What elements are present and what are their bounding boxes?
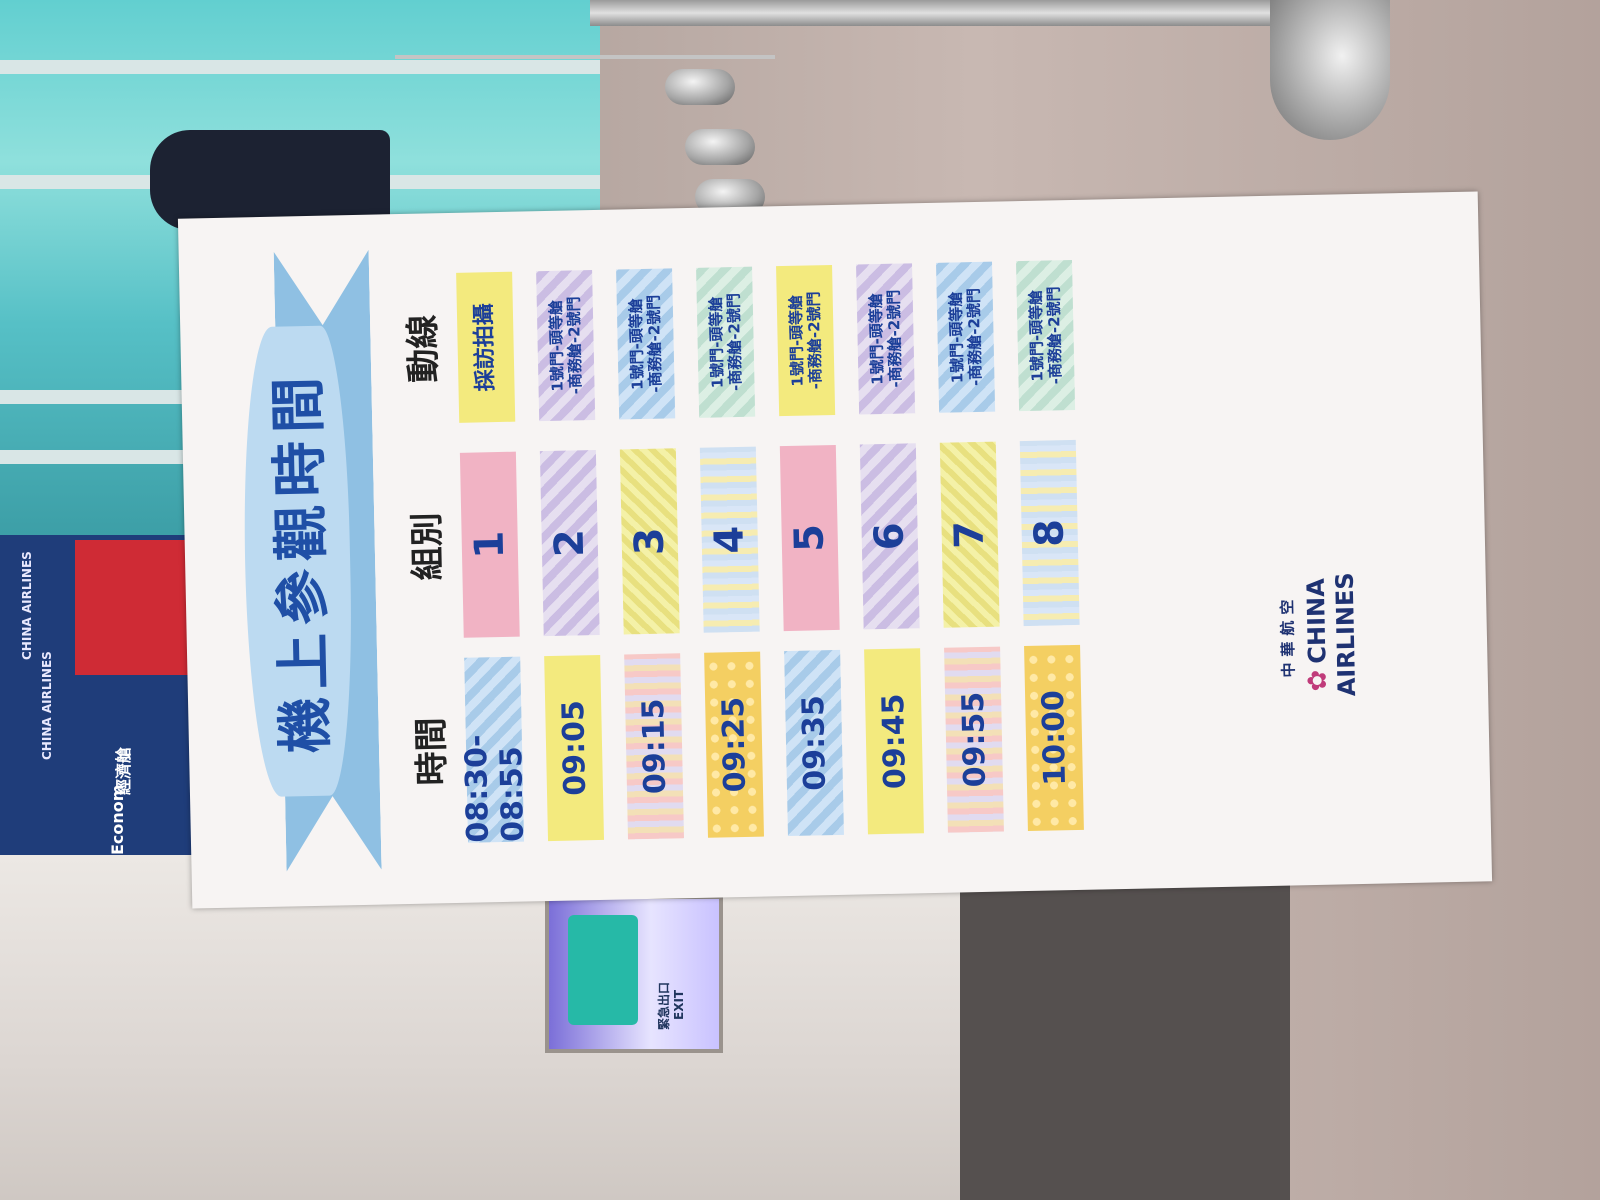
table-row: 10:00 8 1號門-頭等艙 -商務艙-2號門 [1003, 200, 1097, 892]
route-line-2: -商務艙-2號門 [1044, 286, 1065, 385]
route-line-1: 1號門-頭等艙 [626, 298, 647, 391]
banner-red-panel [75, 540, 195, 675]
header-group: 組別 [407, 512, 449, 581]
route-line-1: 1號門-頭等艙 [546, 299, 567, 392]
time-cell: 09:15 [624, 653, 685, 840]
route-line-2: -商務艙-2號門 [644, 294, 665, 393]
route-line-2: -商務艙-2號門 [884, 289, 905, 388]
route-cell: 1號門-頭等艙 -商務艙-2號門 [936, 261, 996, 413]
china-airlines-logo: 中華航空 ✿CHINA AIRLINES [1275, 524, 1363, 746]
time-cell: 10:00 [1024, 644, 1084, 832]
queue-pole [590, 0, 1290, 26]
route-line-1: 採訪拍攝 [471, 303, 499, 392]
route-cell: 1號門-頭等艙 -商務艙-2號門 [536, 270, 596, 422]
route-line-2: -商務艙-2號門 [804, 291, 825, 390]
route-line-2: -商務艙-2號門 [564, 296, 585, 395]
banner-brand: CHINA AIRLINES [20, 551, 34, 660]
schedule-board: 機上參觀時間 時間 組別 動線 08:30-08:55 1 採訪拍攝 09:05… [177, 191, 1493, 909]
group-cell: 7 [939, 441, 1000, 628]
exit-sign-cn: 緊急出口 [657, 981, 671, 1030]
time-cell: 09:55 [944, 646, 1004, 833]
route-cell: 1號門-頭等艙 -商務艙-2號門 [776, 264, 836, 417]
group-cell: 1 [459, 451, 520, 638]
glass-frame-bar [0, 60, 600, 74]
time-cell: 09:45 [864, 648, 924, 835]
group-cell: 5 [779, 444, 840, 632]
banner-en: Econom [108, 784, 127, 855]
route-cell: 1號門-頭等艙 -商務艙-2號門 [1015, 259, 1076, 412]
route-line-1: 1號門-頭等艙 [946, 291, 967, 384]
group-cell: 2 [539, 449, 600, 637]
plum-blossom-icon: ✿ [1302, 669, 1334, 692]
time-cell: 09:05 [544, 654, 605, 842]
group-cell: 4 [699, 446, 760, 633]
queue-pole-base [1270, 0, 1390, 140]
group-cell: 6 [859, 443, 920, 630]
group-cell: 8 [1019, 439, 1080, 627]
wall [0, 855, 1000, 1200]
logo-cn-text: 中華航空 [1278, 593, 1298, 678]
route-cell: 1號門-頭等艙 -商務艙-2號門 [696, 266, 756, 418]
table-row: 09:35 5 1號門-頭等艙 -商務艙-2號門 [763, 205, 857, 897]
cart-wheel [665, 69, 735, 105]
logo-en-row: ✿CHINA AIRLINES [1300, 524, 1363, 745]
route-line-2: -商務艙-2號門 [964, 287, 985, 387]
schedule-sign: 機上參觀時間 時間 組別 動線 08:30-08:55 1 採訪拍攝 09:05… [178, 191, 1492, 908]
table-row: 09:45 6 1號門-頭等艙 -商務艙-2號門 [843, 203, 937, 895]
sign-title: 機上參觀時間 [266, 368, 340, 754]
time-cell: 09:35 [784, 649, 844, 837]
table-row: 08:30-08:55 1 採訪拍攝 [443, 211, 537, 903]
table-row: 09:55 7 1號門-頭等艙 -商務艙-2號門 [923, 201, 1017, 893]
route-line-1: 1號門-頭等艙 [786, 294, 807, 387]
route-line-1: 1號門-頭等艙 [706, 296, 727, 389]
exit-running-man-icon [568, 915, 638, 1025]
time-cell: 09:25 [704, 651, 764, 838]
wall-baseboard [960, 870, 1290, 1200]
traveler [150, 130, 390, 230]
route-line-2: -商務艙-2號門 [724, 292, 745, 392]
route-line-1: 1號門-頭等艙 [1026, 289, 1047, 382]
title-ribbon: 機上參觀時間 [240, 325, 356, 798]
luggage-cart [395, 55, 775, 233]
time-cell: 08:30-08:55 [459, 656, 531, 843]
route-cell: 採訪拍攝 [456, 271, 516, 423]
group-cell: 3 [619, 448, 680, 635]
header-time: 時間 [411, 717, 453, 786]
table-row: 09:15 3 1號門-頭等艙 -商務艙-2號門 [603, 208, 697, 900]
table-row: 09:25 4 1號門-頭等艙 -商務艙-2號門 [683, 206, 777, 898]
table-row: 09:05 2 1號門-頭等艙 -商務艙-2號門 [523, 210, 617, 902]
header-route: 動線 [402, 314, 445, 383]
exit-sign-en: EXIT [672, 989, 686, 1020]
banner-brand: CHINA AIRLINES [40, 651, 54, 760]
cart-wheel [685, 129, 755, 165]
route-cell: 1號門-頭等艙 -商務艙-2號門 [856, 263, 916, 415]
route-cell: 1號門-頭等艙 -商務艙-2號門 [616, 268, 676, 420]
route-line-1: 1號門-頭等艙 [866, 293, 887, 386]
